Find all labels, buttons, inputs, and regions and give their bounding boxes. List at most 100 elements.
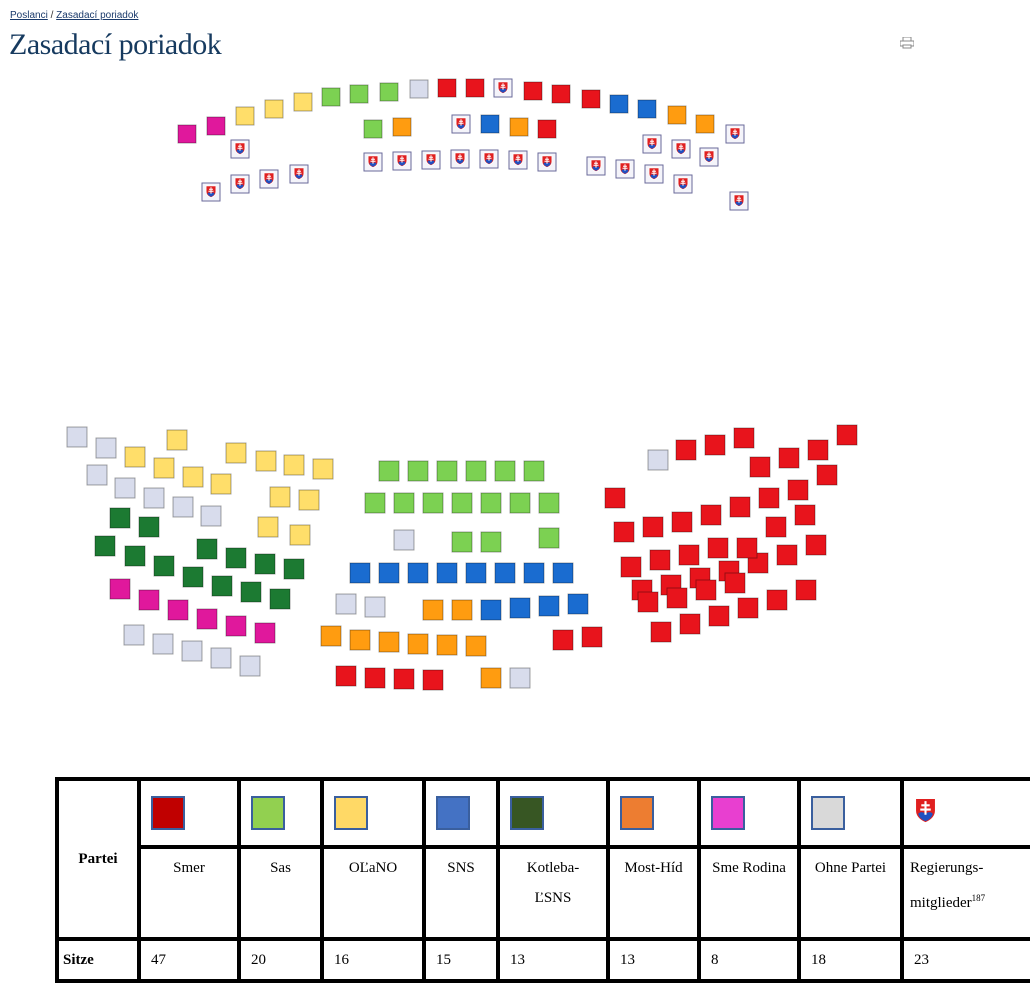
shield-blue	[236, 149, 244, 154]
coat-of-arms	[677, 177, 689, 191]
seat	[269, 588, 291, 610]
footnote[interactable]: 187	[971, 893, 986, 903]
seat	[293, 92, 313, 112]
coat-of-arms	[263, 172, 275, 186]
party-icon-cell	[797, 777, 904, 849]
seat	[552, 629, 574, 651]
seat	[94, 535, 116, 557]
party-name: Kotleba-ĽSNS	[496, 845, 610, 941]
seat	[729, 496, 751, 518]
seat	[436, 634, 458, 656]
print-icon[interactable]	[900, 37, 914, 49]
seat	[349, 629, 371, 651]
party-name: Ohne Partei	[797, 845, 904, 941]
coat-of-arms	[619, 162, 631, 176]
seat	[392, 117, 412, 137]
party-icon-cell	[320, 777, 426, 849]
seat	[436, 562, 458, 584]
breadcrumb-link[interactable]: Poslanci	[10, 10, 48, 21]
shield-cross	[266, 174, 272, 181]
seat	[114, 477, 136, 499]
seat	[407, 562, 429, 584]
seat	[393, 529, 415, 551]
shield-cross	[593, 161, 599, 168]
seat	[480, 531, 502, 553]
seat	[678, 544, 700, 566]
seat	[257, 516, 279, 538]
seat	[620, 556, 642, 578]
seat-count: 13	[496, 937, 610, 983]
party-name-text: OĽaNO	[348, 860, 398, 876]
shield-cross	[651, 169, 657, 176]
party-icon-cell	[900, 777, 1030, 849]
seat-count: 47	[137, 937, 241, 983]
seat	[695, 579, 717, 601]
seat	[254, 622, 276, 644]
party-color	[510, 796, 544, 830]
seat	[312, 458, 334, 480]
coat-of-arms	[914, 796, 937, 824]
coat-of-arms	[396, 154, 408, 168]
seat	[609, 94, 629, 114]
page-title: Zasadací poriadok	[9, 28, 222, 61]
seat	[465, 562, 487, 584]
seat	[298, 489, 320, 511]
shield-cross	[370, 157, 376, 164]
seat	[200, 505, 222, 527]
party-name: Regierungs-mitglieder187	[900, 845, 1030, 941]
seat	[320, 625, 342, 647]
shield-blue	[514, 160, 522, 165]
seat	[407, 460, 429, 482]
shield-blue	[705, 157, 713, 162]
seat	[109, 507, 131, 529]
seat-table: Partei Smer Sas OĽaNO SNS Kotleba-ĽSNS Most-Hí…	[55, 777, 1030, 983]
seat	[766, 589, 788, 611]
seat	[465, 460, 487, 482]
shield-blue	[543, 162, 551, 167]
seat	[816, 464, 838, 486]
seat	[537, 119, 557, 139]
seat	[364, 667, 386, 689]
party-icon-cell	[606, 777, 701, 849]
party-name-text: Ohne Partei	[814, 860, 887, 876]
seat	[138, 589, 160, 611]
shield-blue	[236, 184, 244, 189]
party-name: Smer	[137, 845, 241, 941]
seat	[749, 456, 771, 478]
seat	[765, 516, 787, 538]
shield-blue	[485, 159, 493, 164]
coat-of-arms	[733, 194, 745, 208]
seat	[66, 426, 88, 448]
shield-cross	[237, 144, 243, 151]
seat	[795, 579, 817, 601]
seat	[552, 562, 574, 584]
seat	[758, 487, 780, 509]
seat	[647, 449, 669, 471]
seat	[264, 99, 284, 119]
seat	[805, 534, 827, 556]
coat-of-arms	[646, 137, 658, 151]
coat-of-arms-icon	[914, 796, 937, 824]
shield-cross	[515, 155, 521, 162]
party-color	[620, 796, 654, 830]
shield-cross	[399, 156, 405, 163]
seat-count: 16	[320, 937, 426, 983]
party-name: SNS	[422, 845, 500, 941]
coat-of-arms	[675, 142, 687, 156]
seat	[177, 124, 197, 144]
seat	[422, 599, 444, 621]
shield-cross	[920, 800, 931, 815]
seat	[378, 562, 400, 584]
coat-of-arms	[455, 117, 467, 131]
seat	[637, 99, 657, 119]
seat	[407, 633, 429, 655]
shield-cross	[732, 129, 738, 136]
seat	[480, 114, 500, 134]
seat	[613, 521, 635, 543]
seat	[393, 492, 415, 514]
seat	[509, 117, 529, 137]
seat	[509, 667, 531, 689]
breadcrumb-link[interactable]: Zasadací poriadok	[56, 10, 139, 21]
shield-cross	[500, 83, 506, 90]
seat	[708, 605, 730, 627]
